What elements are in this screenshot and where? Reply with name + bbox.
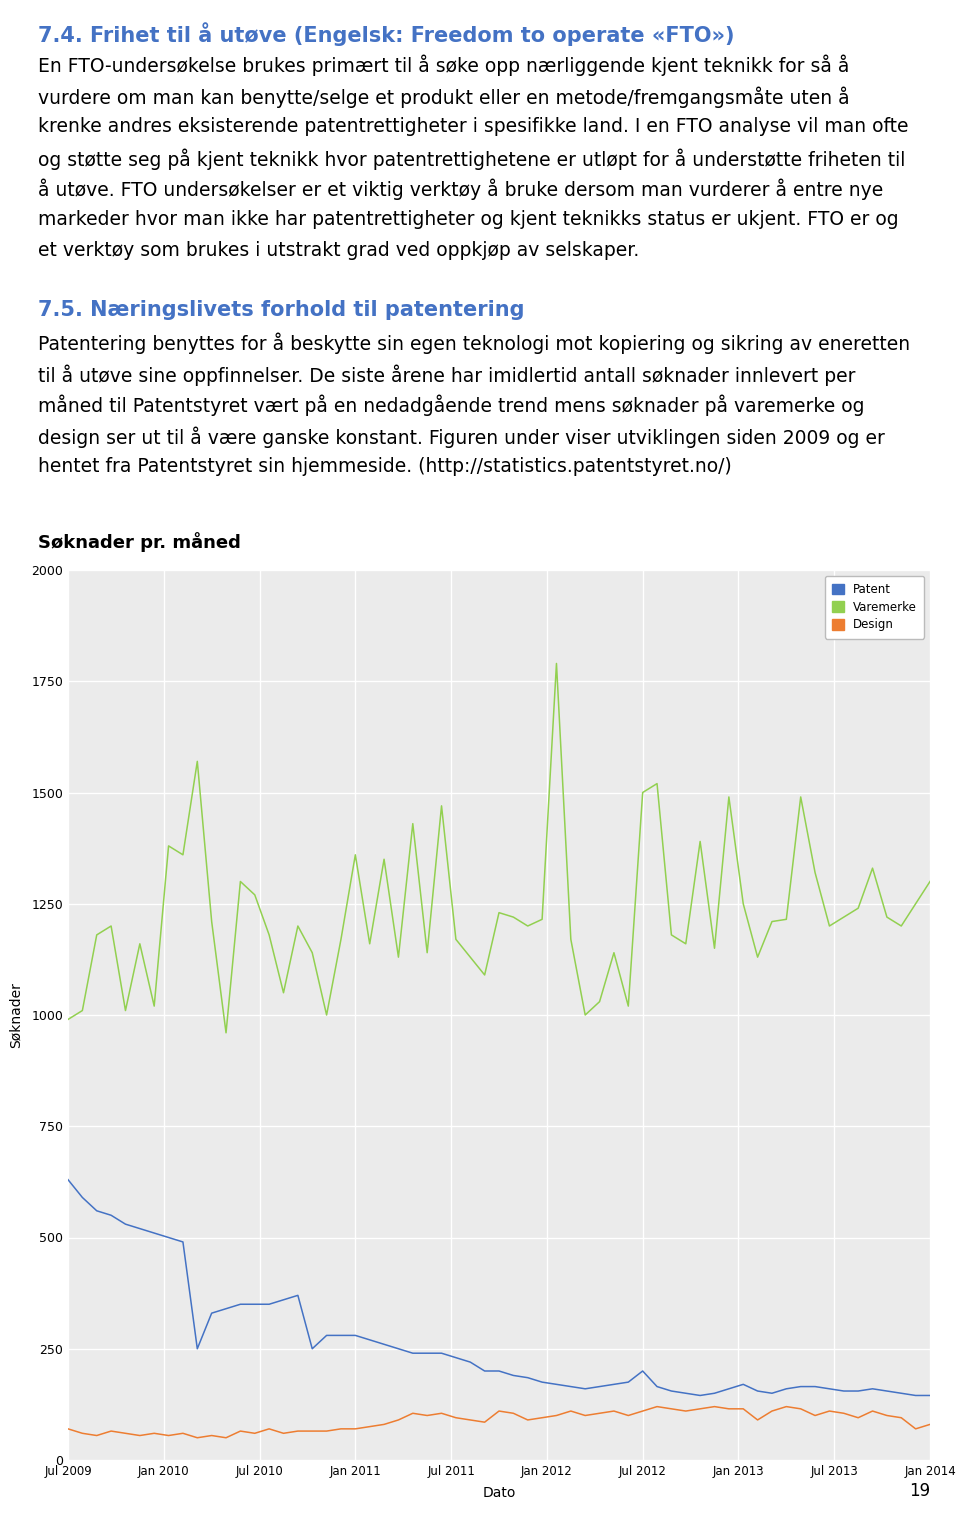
Text: og støtte seg på kjent teknikk hvor patentrettighetene er utløpt for å understøt: og støtte seg på kjent teknikk hvor pate… <box>38 147 905 170</box>
Text: En FTO-undersøkelse brukes primært til å søke opp nærliggende kjent teknikk for : En FTO-undersøkelse brukes primært til å… <box>38 55 850 76</box>
Text: Patentering benyttes for å beskytte sin egen teknologi mot kopiering og sikring : Patentering benyttes for å beskytte sin … <box>38 332 910 355</box>
Legend: Patent, Varemerke, Design: Patent, Varemerke, Design <box>825 575 924 639</box>
Text: vurdere om man kan benytte/selge et produkt eller en metode/fremgangsmåte uten å: vurdere om man kan benytte/selge et prod… <box>38 87 850 108</box>
Text: 19: 19 <box>909 1482 930 1500</box>
Text: måned til Patentstyret vært på en nedadgående trend mens søknader på varemerke o: måned til Patentstyret vært på en nedadg… <box>38 395 865 416</box>
Text: design ser ut til å være ganske konstant. Figuren under viser utviklingen siden : design ser ut til å være ganske konstant… <box>38 427 885 448</box>
Text: 7.5. Næringslivets forhold til patentering: 7.5. Næringslivets forhold til patenteri… <box>38 301 524 320</box>
Text: å utøve. FTO undersøkelser er et viktig verktøy å bruke dersom man vurderer å en: å utøve. FTO undersøkelser er et viktig … <box>38 179 883 200</box>
X-axis label: Dato: Dato <box>482 1486 516 1500</box>
Text: krenke andres eksisterende patentrettigheter i spesifikke land. I en FTO analyse: krenke andres eksisterende patentrettigh… <box>38 117 908 137</box>
Text: Søknader pr. måned: Søknader pr. måned <box>38 531 241 553</box>
Text: til å utøve sine oppfinnelser. De siste årene har imidlertid antall søknader inn: til å utøve sine oppfinnelser. De siste … <box>38 364 855 386</box>
Y-axis label: Søknader: Søknader <box>9 982 23 1047</box>
Text: et verktøy som brukes i utstrakt grad ved oppkjøp av selskaper.: et verktøy som brukes i utstrakt grad ve… <box>38 241 639 260</box>
Text: markeder hvor man ikke har patentrettigheter og kjent teknikks status er ukjent.: markeder hvor man ikke har patentrettigh… <box>38 209 899 229</box>
Text: 7.4. Frihet til å utøve (Engelsk: Freedom to operate «FTO»): 7.4. Frihet til å utøve (Engelsk: Freedo… <box>38 21 734 46</box>
Text: hentet fra Patentstyret sin hjemmeside. (http://statistics.patentstyret.no/): hentet fra Patentstyret sin hjemmeside. … <box>38 457 732 477</box>
